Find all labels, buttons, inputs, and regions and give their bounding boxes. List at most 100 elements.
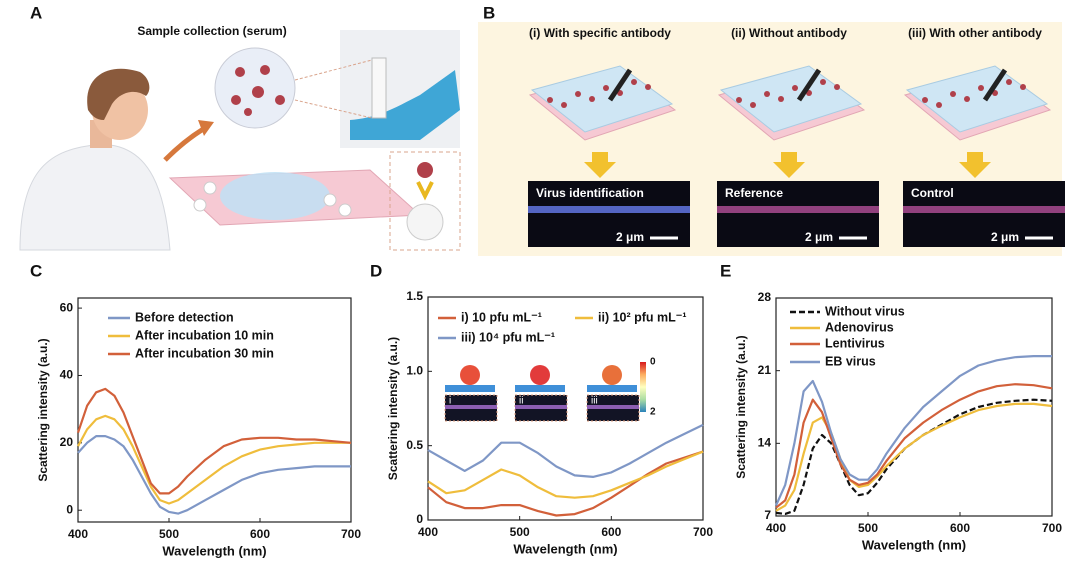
- dropper: [796, 68, 822, 102]
- inset-substrate: [445, 385, 495, 392]
- x-tick-label: 600: [950, 521, 970, 535]
- panel-letter: B: [483, 3, 495, 22]
- y-tick-label: 21: [758, 363, 772, 377]
- y-tick-label: 60: [60, 300, 74, 314]
- legend-label: After incubation 30 min: [135, 346, 274, 360]
- series-line: [77, 435, 351, 515]
- series-line: [775, 383, 1053, 509]
- colorbar-label: 2: [650, 407, 656, 418]
- virus: [1020, 84, 1026, 90]
- virus: [978, 85, 984, 91]
- y-tick-label: 40: [60, 368, 74, 382]
- inset-label: iii: [591, 396, 598, 407]
- plot-frame: [427, 296, 704, 521]
- series-line: [427, 450, 704, 499]
- virus: [764, 91, 770, 97]
- micrograph-caption: Control: [911, 186, 954, 200]
- x-axis-label: Wavelength (nm): [513, 541, 617, 556]
- panel-letter: E: [720, 261, 731, 280]
- scale-label: 2 μm: [991, 230, 1019, 244]
- inset-sphere: [530, 365, 550, 385]
- nanowire: [717, 206, 879, 213]
- y-tick-label: 14: [758, 436, 772, 450]
- virus: [736, 97, 742, 103]
- legend-label: Before detection: [135, 310, 234, 324]
- x-tick-label: 500: [858, 521, 878, 535]
- inset-wire: [515, 405, 567, 409]
- legend-label: Without virus: [825, 304, 905, 318]
- virus: [1006, 79, 1012, 85]
- x-axis-label: Wavelength (nm): [862, 537, 966, 552]
- virus: [922, 97, 928, 103]
- arrow: [773, 152, 805, 178]
- series-line: [775, 402, 1053, 512]
- x-tick-label: 600: [250, 527, 270, 541]
- panel-a-art: [19, 30, 461, 251]
- legend-label: ii) 10² pfu mL⁻¹: [598, 310, 687, 324]
- y-axis-label: Scattering intensity (a.u.): [734, 335, 748, 478]
- inset-substrate: [515, 385, 565, 392]
- micrograph: [528, 181, 690, 247]
- virus: [820, 79, 826, 85]
- y-axis-label: Scattering intensity (a.u.): [36, 338, 50, 481]
- y-tick-label: 1.5: [406, 289, 423, 303]
- colorbar: [640, 362, 646, 412]
- y-tick-label: 0: [66, 502, 73, 516]
- virus: [964, 96, 970, 102]
- nanowire: [528, 206, 690, 213]
- inset-label: ii: [519, 396, 523, 407]
- legend-label: Adenovirus: [825, 320, 894, 334]
- scale-label: 2 μm: [616, 230, 644, 244]
- virus: [778, 96, 784, 102]
- inset-sphere: [460, 365, 480, 385]
- colorbar-label: 0: [650, 357, 656, 368]
- y-axis-label: Scattering intensity (a.u.): [386, 337, 400, 480]
- series-line: [427, 423, 704, 478]
- y-tick-label: 0.5: [406, 438, 423, 452]
- y-tick-label: 28: [758, 290, 772, 304]
- legend-label: EB virus: [825, 354, 876, 368]
- sample-label: Sample collection (serum): [137, 24, 286, 38]
- legend-label: iii) 10⁴ pfu mL⁻¹: [461, 330, 555, 344]
- dropper: [982, 68, 1008, 102]
- virus: [631, 79, 637, 85]
- plot-frame: [775, 297, 1053, 517]
- legend-label: Lentivirus: [825, 336, 885, 350]
- panel-letter: A: [30, 3, 42, 22]
- condition-title: (ii) Without antibody: [731, 26, 847, 40]
- substrate-top: [530, 65, 674, 133]
- substrate-top: [719, 65, 863, 133]
- inset-sphere: [602, 365, 622, 385]
- y-tick-label: 1.0: [406, 364, 423, 378]
- virus: [750, 102, 756, 108]
- x-tick-label: 600: [601, 525, 621, 539]
- plot-frame: [77, 297, 352, 523]
- legend-label: After incubation 10 min: [135, 328, 274, 342]
- dropper: [607, 68, 633, 102]
- substrate-top: [905, 65, 1049, 133]
- micrograph-caption: Reference: [725, 186, 783, 200]
- x-tick-label: 400: [418, 525, 438, 539]
- x-tick-label: 700: [693, 525, 713, 539]
- x-tick-label: 500: [510, 525, 530, 539]
- micrograph-caption: Virus identification: [536, 186, 644, 200]
- virus: [936, 102, 942, 108]
- virus: [547, 97, 553, 103]
- series-line: [774, 355, 1052, 507]
- y-tick-label: 0: [416, 512, 423, 526]
- arrow: [959, 152, 991, 178]
- x-axis-label: Wavelength (nm): [162, 543, 266, 558]
- y-tick-label: 20: [60, 435, 74, 449]
- y-tick-label: 7: [764, 508, 771, 522]
- scale-label: 2 μm: [805, 230, 833, 244]
- condition-title: (iii) With other antibody: [908, 26, 1042, 40]
- inset-label: i: [449, 396, 451, 407]
- series-line: [775, 398, 1053, 515]
- legend-label: i) 10 pfu mL⁻¹: [461, 310, 542, 324]
- virus: [950, 91, 956, 97]
- virus: [561, 102, 567, 108]
- virus: [589, 96, 595, 102]
- condition-title: (i) With specific antibody: [529, 26, 671, 40]
- panel-letter: C: [30, 261, 42, 280]
